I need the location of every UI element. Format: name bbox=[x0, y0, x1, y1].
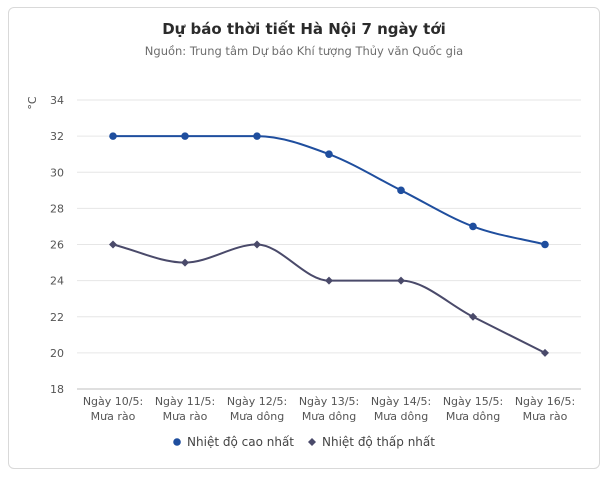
data-point bbox=[541, 240, 549, 249]
x-tick-label: Ngày 15/5: Mưa dông bbox=[443, 395, 503, 423]
y-tick-label: 22 bbox=[50, 311, 64, 324]
chart-subtitle: Nguồn: Trung tâm Dự báo Khí tượng Thủy v… bbox=[144, 44, 464, 58]
x-tick-label-line: Ngày 11/5: bbox=[155, 395, 215, 408]
y-tick-label: 26 bbox=[50, 239, 64, 252]
data-point bbox=[469, 222, 477, 231]
y-tick-label: 32 bbox=[50, 130, 64, 143]
x-tick-label-line: Ngày 10/5: bbox=[83, 395, 143, 408]
y-tick-label: 20 bbox=[50, 347, 64, 360]
legend-item: Nhiệt độ thấp nhất bbox=[308, 435, 435, 449]
chart-title: Dự báo thời tiết Hà Nội 7 ngày tới bbox=[162, 20, 446, 38]
x-tick-label-line: Mưa dông bbox=[230, 410, 284, 423]
x-tick-label: Ngày 12/5: Mưa dông bbox=[227, 395, 287, 423]
data-point bbox=[181, 258, 189, 267]
x-tick-label-line: Ngày 13/5: bbox=[299, 395, 359, 408]
data-point bbox=[253, 240, 261, 249]
chart-card bbox=[8, 7, 600, 469]
y-tick-label: 24 bbox=[50, 275, 64, 288]
x-tick-label-line: Ngày 16/5: bbox=[515, 395, 575, 408]
y-tick-label: 18 bbox=[50, 383, 64, 396]
y-tick-label: 34 bbox=[50, 94, 64, 107]
y-tick-label: 30 bbox=[50, 166, 64, 179]
x-tick-label-line: Mưa dông bbox=[302, 410, 356, 423]
legend-label: Nhiệt độ thấp nhất bbox=[322, 435, 435, 449]
y-tick-label: 28 bbox=[50, 202, 64, 215]
legend-marker bbox=[173, 438, 181, 446]
data-point bbox=[469, 312, 477, 321]
data-point bbox=[325, 276, 333, 285]
x-tick-label: Ngày 16/5: Mưa rào bbox=[515, 395, 575, 423]
x-tick-label-line: Mưa dông bbox=[374, 410, 428, 423]
x-tick-label: Ngày 10/5: Mưa rào bbox=[83, 395, 143, 423]
data-point bbox=[397, 276, 405, 285]
x-tick-label-line: Ngày 15/5: bbox=[443, 395, 503, 408]
legend-label: Nhiệt độ cao nhất bbox=[187, 435, 294, 449]
legend-item: Nhiệt độ cao nhất bbox=[173, 435, 294, 449]
legend-marker bbox=[308, 438, 316, 446]
x-tick-label: Ngày 11/5: Mưa rào bbox=[155, 395, 215, 423]
x-tick-label: Ngày 13/5: Mưa dông bbox=[299, 395, 359, 423]
data-point bbox=[325, 150, 333, 158]
data-point bbox=[253, 132, 261, 140]
data-point bbox=[541, 348, 549, 357]
x-tick-label-line: Mưa dông bbox=[446, 410, 500, 423]
x-tick-label-line: Mưa rào bbox=[163, 410, 208, 423]
data-point bbox=[397, 186, 405, 195]
x-tick-label-line: Mưa rào bbox=[523, 410, 568, 423]
x-tick-label-line: Ngày 12/5: bbox=[227, 395, 287, 408]
series-line-2 bbox=[112, 243, 546, 354]
x-tick-label-line: Ngày 14/5: bbox=[371, 395, 431, 408]
legend: Nhiệt độ cao nhất Nhiệt độ thấp nhất bbox=[173, 435, 435, 449]
x-tick-label-line: Mưa rào bbox=[91, 410, 136, 423]
data-point bbox=[109, 132, 117, 140]
data-point bbox=[109, 240, 117, 249]
data-point bbox=[181, 132, 189, 140]
y-axis-label: °C bbox=[26, 96, 39, 110]
x-tick-label: Ngày 14/5: Mưa dông bbox=[371, 395, 431, 423]
